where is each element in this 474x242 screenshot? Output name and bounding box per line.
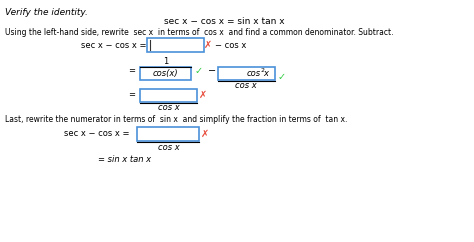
FancyBboxPatch shape <box>140 89 197 102</box>
Text: ✓: ✓ <box>195 66 203 76</box>
Text: sec x − cos x =: sec x − cos x = <box>81 40 146 50</box>
Text: cos x: cos x <box>158 104 180 113</box>
Text: ✓: ✓ <box>277 72 285 82</box>
Text: =: = <box>128 91 135 99</box>
Text: ✗: ✗ <box>199 90 207 100</box>
Text: Last, rewrite the numerator in terms of  sin x  and simplify the fraction in ter: Last, rewrite the numerator in terms of … <box>5 115 347 124</box>
Text: =: = <box>128 67 135 76</box>
Text: Using the left-hand side, rewrite  sec x  in terms of  cos x  and find a common : Using the left-hand side, rewrite sec x … <box>5 28 393 37</box>
Text: sec x − cos x =: sec x − cos x = <box>64 129 130 138</box>
Text: x: x <box>264 69 268 78</box>
Text: −: − <box>209 66 217 76</box>
FancyBboxPatch shape <box>147 38 204 52</box>
Text: cos: cos <box>246 69 260 78</box>
Text: sec x − cos x = sin x tan x: sec x − cos x = sin x tan x <box>164 17 285 26</box>
Text: 1: 1 <box>163 58 168 67</box>
Text: = sin x tan x: = sin x tan x <box>98 156 151 165</box>
Text: cos x: cos x <box>158 143 180 151</box>
Text: Verify the identity.: Verify the identity. <box>5 8 88 17</box>
Text: cos x: cos x <box>236 82 257 91</box>
FancyBboxPatch shape <box>218 67 275 80</box>
Text: ✗: ✗ <box>204 40 212 50</box>
FancyBboxPatch shape <box>137 127 199 141</box>
Text: 2: 2 <box>261 68 264 73</box>
Text: ✗: ✗ <box>201 129 209 139</box>
Text: − cos x: − cos x <box>215 40 246 50</box>
FancyBboxPatch shape <box>140 67 191 80</box>
Text: cos(x): cos(x) <box>153 69 179 78</box>
